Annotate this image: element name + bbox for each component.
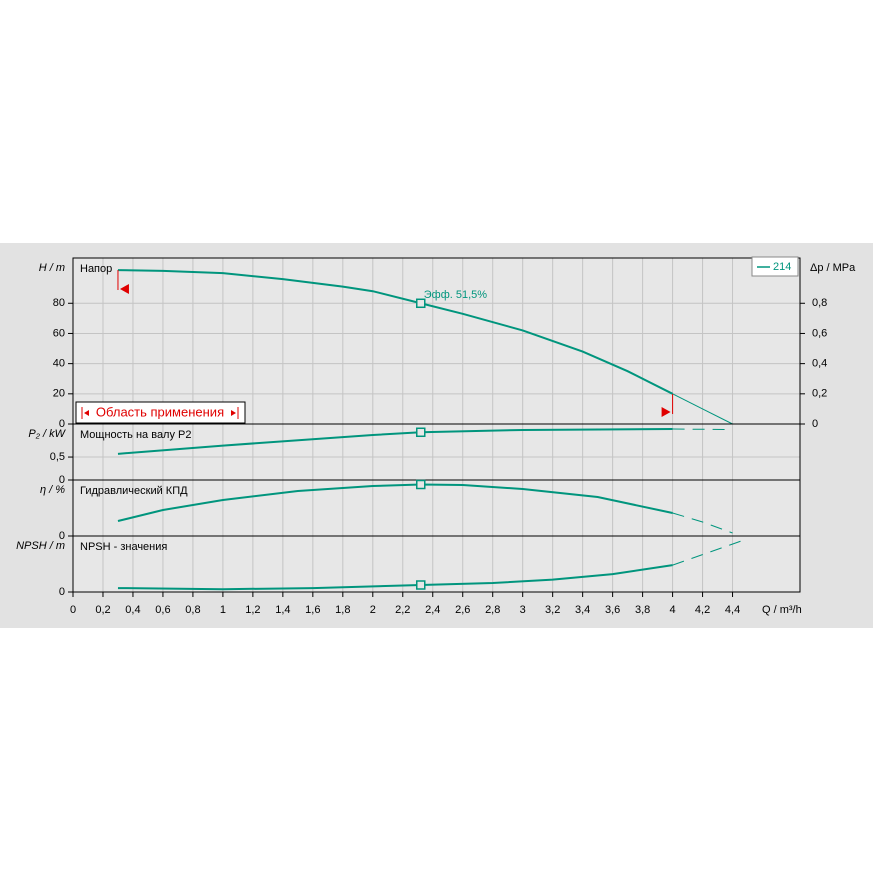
y2-tick-label: 0,4 (812, 358, 827, 370)
x-tick-label: 2,8 (485, 604, 500, 616)
duty-point (416, 479, 426, 490)
y-tick-label: 0 (59, 418, 65, 430)
x-tick-label: 0,2 (95, 604, 110, 616)
curve (117, 269, 674, 395)
x-tick-label: 3 (520, 604, 526, 616)
panel-frame (72, 535, 801, 593)
y-tick-label: 40 (53, 358, 65, 370)
x-tick-label: 2,6 (455, 604, 470, 616)
y-tick-label: 60 (53, 327, 65, 339)
panel-title: Мощность на валу P2 (80, 429, 192, 441)
range-box-left-arrow (84, 410, 89, 416)
y-axis-label: H / m (39, 262, 65, 274)
y-axis-label: P₂ / kW (28, 428, 66, 440)
duty-label: Эфф. 51,5% (424, 289, 488, 301)
y-axis-label: η / % (40, 484, 65, 496)
x-tick-label: 0,4 (125, 604, 140, 616)
x-tick-label: 1,8 (335, 604, 350, 616)
x-tick-label: 1,6 (305, 604, 320, 616)
y-tick-label: 20 (53, 388, 65, 400)
y2-tick-label: 0,2 (812, 388, 827, 400)
legend-label: 214 (773, 261, 791, 273)
x-tick-label: 4,4 (725, 604, 740, 616)
curve (117, 483, 673, 522)
x-tick-label: 0,8 (185, 604, 200, 616)
x-tick-label: 1,4 (275, 604, 290, 616)
curve-extrapolation (672, 538, 748, 566)
y2-tick-label: 0,6 (812, 327, 827, 339)
y-tick-label: 0 (59, 474, 65, 486)
x-tick-label: 0,6 (155, 604, 170, 616)
y-tick-label: 0,5 (50, 451, 65, 463)
x-tick-label: 3,8 (635, 604, 650, 616)
duty-point (416, 298, 426, 309)
y2-axis-label: Δp / MPa (810, 262, 856, 274)
curve-extrapolation (672, 393, 733, 425)
panel-title: Напор (80, 263, 112, 275)
range-label: Область применения (96, 404, 224, 419)
x-tick-label: 3,2 (545, 604, 560, 616)
x-tick-label: 1,2 (245, 604, 260, 616)
legend-box (751, 256, 799, 277)
x-tick-label: 1 (220, 604, 226, 616)
range-start-arrow (119, 284, 129, 294)
y2-tick-label: 0,8 (812, 297, 827, 309)
x-tick-label: 2,2 (395, 604, 410, 616)
curve-extrapolation (672, 512, 733, 534)
x-axis-label: Q / m³/h (762, 604, 802, 616)
y-axis-label: NPSH / m (16, 540, 65, 552)
range-end-arrow (661, 407, 671, 417)
x-tick-label: 2 (370, 604, 376, 616)
curve (117, 428, 673, 455)
y2-tick-label: 0 (812, 418, 818, 430)
range-box (75, 401, 246, 424)
x-tick-label: 2,4 (425, 604, 440, 616)
panel-title: Гидравлический КПД (80, 485, 188, 497)
panel-title: NPSH - значения (80, 541, 167, 553)
curve (117, 564, 673, 591)
x-tick-label: 4,2 (695, 604, 710, 616)
x-tick-label: 4 (670, 604, 676, 616)
x-tick-label: 3,6 (605, 604, 620, 616)
y-tick-label: 80 (53, 297, 65, 309)
y-tick-label: 0 (59, 530, 65, 542)
x-tick-label: 3,4 (575, 604, 590, 616)
x-tick-label: 0 (70, 604, 76, 616)
range-box-right-arrow (231, 410, 236, 416)
y-tick-label: 0 (59, 586, 65, 598)
duty-point (416, 580, 426, 590)
duty-point (416, 427, 426, 438)
